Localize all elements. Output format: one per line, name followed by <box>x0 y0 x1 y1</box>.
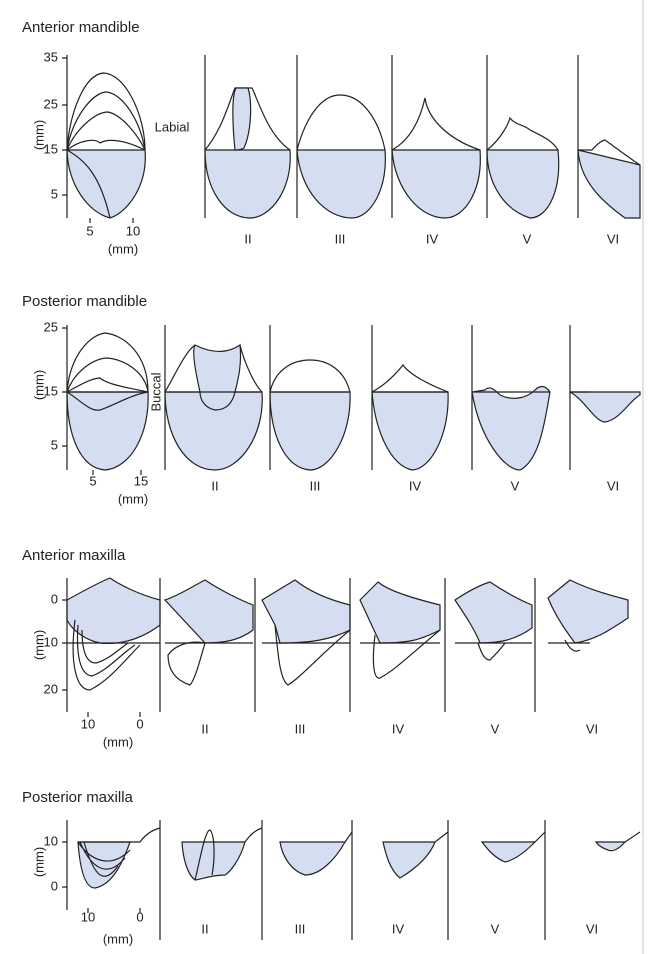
y-axis-label: (mm) <box>31 120 46 150</box>
y-tick-label: 25 <box>44 96 58 111</box>
x-tick-label: 10 <box>126 223 140 238</box>
y-tick-label: 35 <box>44 49 58 64</box>
panel-title: Anterior maxilla <box>22 547 126 564</box>
class-label: II <box>201 921 208 936</box>
class-label: II <box>244 231 251 246</box>
x-axis-label: (mm) <box>103 931 133 946</box>
class-label: IV <box>409 478 422 493</box>
panel-posterior-mandible <box>62 325 641 475</box>
class-label: III <box>295 921 306 936</box>
y-tick-label: 10 <box>44 833 58 848</box>
class-label: V <box>523 231 532 246</box>
class-label: VI <box>607 478 619 493</box>
y-tick-label: 0 <box>51 591 58 606</box>
x-axis-label: (mm) <box>118 491 148 506</box>
x-tick-label: 10 <box>81 716 95 731</box>
class-label: VI <box>607 231 619 246</box>
class-label: II <box>211 478 218 493</box>
class-label: V <box>491 921 500 936</box>
y-tick-label: 5 <box>51 437 58 452</box>
panel-anterior-maxilla <box>62 577 629 717</box>
x-axis-label: (mm) <box>103 734 133 749</box>
class-label: VI <box>586 721 598 736</box>
x-tick-label: 5 <box>89 473 96 488</box>
side-label: Labial <box>155 119 190 134</box>
class-label: IV <box>426 231 439 246</box>
x-tick-label: 5 <box>86 223 93 238</box>
x-axis-label: (mm) <box>108 241 138 256</box>
class-label: V <box>491 721 500 736</box>
side-label: Buccal <box>148 372 163 411</box>
y-tick-label: 15 <box>44 383 58 398</box>
y-tick-label: 20 <box>44 681 58 696</box>
class-label: III <box>295 721 306 736</box>
class-label: IV <box>392 721 405 736</box>
panel-title: Anterior mandible <box>22 19 140 36</box>
class-label: VI <box>586 921 598 936</box>
class-label: IV <box>392 921 405 936</box>
x-tick-label: 0 <box>136 716 143 731</box>
y-tick-label: 0 <box>51 878 58 893</box>
panel-title: Posterior maxilla <box>22 789 134 806</box>
panel-posterior-maxilla <box>62 820 641 940</box>
x-tick-label: 15 <box>134 473 148 488</box>
y-tick-label: 5 <box>51 186 58 201</box>
panel-title: Posterior mandible <box>22 293 147 310</box>
panel-anterior-mandible <box>62 55 641 223</box>
class-label: V <box>511 478 520 493</box>
x-tick-label: 10 <box>81 909 95 924</box>
y-axis-label: (mm) <box>31 370 46 400</box>
y-tick-label: 25 <box>44 319 58 334</box>
class-label: III <box>310 478 321 493</box>
y-tick-label: 10 <box>44 634 58 649</box>
y-tick-label: 15 <box>44 141 58 156</box>
class-label: II <box>201 721 208 736</box>
y-axis-label: (mm) <box>31 847 46 877</box>
y-axis-label: (mm) <box>31 630 46 660</box>
x-tick-label: 0 <box>136 909 143 924</box>
class-label: III <box>335 231 346 246</box>
